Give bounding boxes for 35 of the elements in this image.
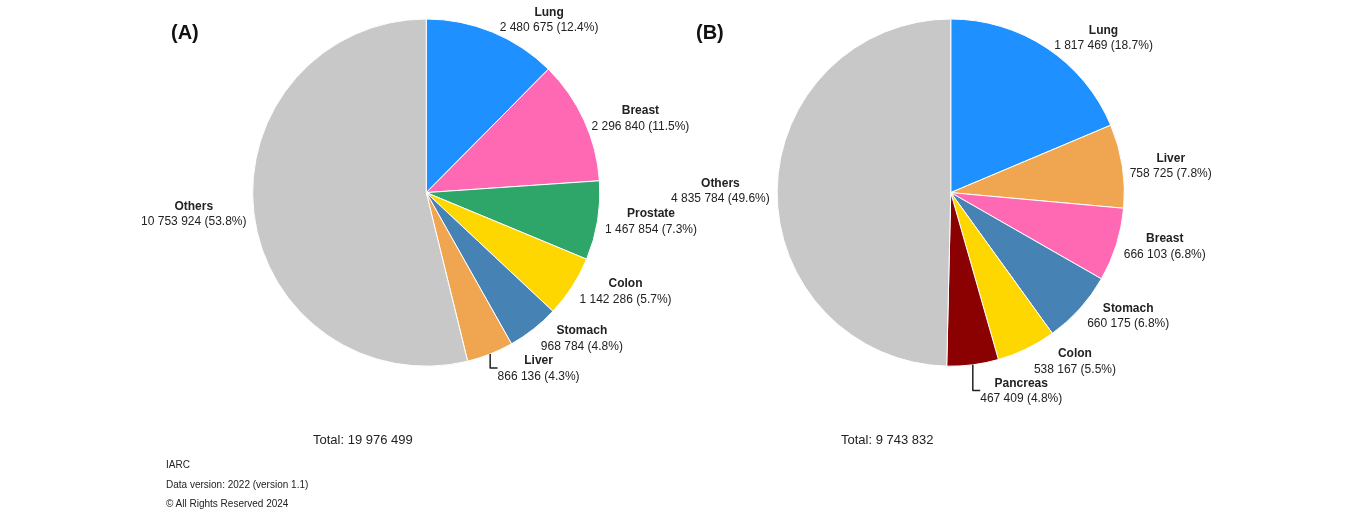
slice-label: Breast bbox=[1146, 231, 1184, 246]
data-label: 1 817 469 (18.7%) bbox=[1054, 38, 1153, 53]
text: Total: 19 976 499 bbox=[313, 432, 413, 447]
data-label: 660 175 (6.8%) bbox=[1087, 316, 1170, 331]
data-label: 2 296 840 (11.5%) bbox=[591, 118, 690, 133]
text: Data version: 2022 (version 1.1) bbox=[166, 479, 309, 490]
data-label: 1 467 854 (7.3%) bbox=[604, 221, 698, 236]
slice-label: Stomach bbox=[1102, 300, 1154, 315]
slice-label: Prostate bbox=[626, 206, 676, 221]
slice-label: Liver bbox=[524, 353, 554, 368]
data-label: 2 480 675 (12.4%) bbox=[499, 20, 599, 35]
slice-label: Lung bbox=[534, 4, 564, 19]
slice-label: Others bbox=[701, 175, 741, 190]
slice-label: Liver bbox=[1156, 150, 1186, 165]
data-label: 968 784 (4.8%) bbox=[540, 339, 623, 354]
slice-label: Others bbox=[174, 198, 214, 213]
text: IARC bbox=[166, 459, 190, 470]
text: (A) bbox=[171, 21, 199, 43]
slice-label: Colon bbox=[608, 276, 643, 291]
slice-label: Lung bbox=[1088, 22, 1119, 37]
slice-label: Stomach bbox=[556, 323, 608, 338]
data-label: 1 142 286 (5.7%) bbox=[579, 291, 672, 306]
data-label: 4 835 784 (49.6%) bbox=[671, 191, 770, 206]
data-label: 866 136 (4.3%) bbox=[497, 368, 580, 383]
data-label: 467 409 (4.8%) bbox=[980, 391, 1063, 406]
chart-title: (B) bbox=[696, 21, 724, 43]
slice-label: Pancreas bbox=[994, 375, 1049, 390]
data-label: 758 725 (7.8%) bbox=[1129, 166, 1212, 181]
data-label: 538 167 (5.5%) bbox=[1033, 361, 1116, 376]
data-label: 666 103 (6.8%) bbox=[1123, 246, 1206, 261]
slice-label: Colon bbox=[1057, 345, 1092, 360]
text: © All Rights Reserved 2024 bbox=[166, 498, 289, 509]
text: Total: 9 743 832 bbox=[841, 432, 934, 447]
slice-label: Breast bbox=[621, 102, 660, 117]
data-label: 10 753 924 (53.8%) bbox=[141, 214, 247, 229]
